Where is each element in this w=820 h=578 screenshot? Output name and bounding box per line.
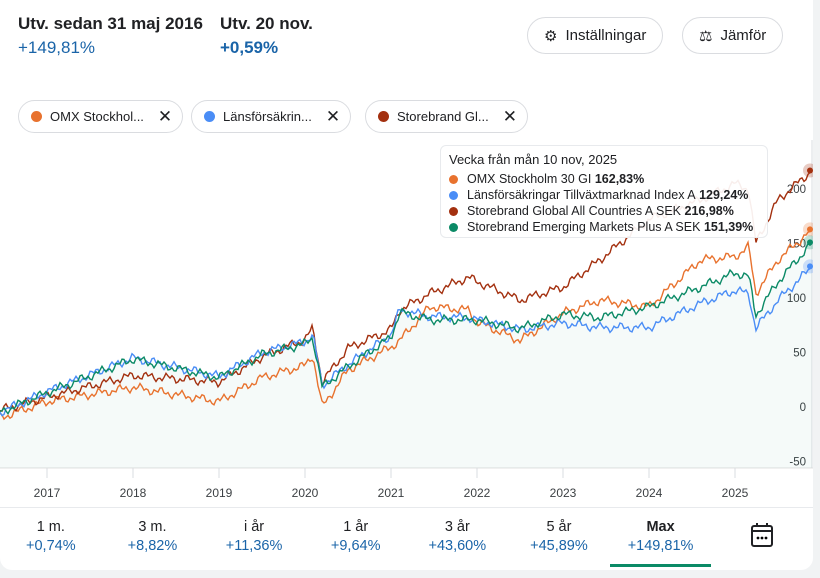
tooltip-title: Vecka från mån 10 nov, 2025 <box>449 152 618 167</box>
x-tick-label: 2019 <box>205 486 233 500</box>
range-5y[interactable]: 5 år +45,89% <box>530 519 588 554</box>
series-end-point <box>807 239 813 246</box>
gear-icon: ⚙ <box>544 27 558 45</box>
tooltip-row: Länsförsäkringar Tillväxtmarknad Index A… <box>449 187 759 203</box>
chart-card: Utv. sedan 31 maj 2016 +149,81% Utv. 20 … <box>0 0 813 570</box>
x-tick-label: 2022 <box>463 486 491 500</box>
y-tick-label: 0 <box>800 402 806 414</box>
settings-button[interactable]: ⚙ Inställningar <box>527 17 664 54</box>
y-tick-label: 50 <box>793 348 806 360</box>
area-fill <box>0 242 812 468</box>
series-end-point <box>807 263 813 270</box>
series-line-3 <box>0 242 813 416</box>
series-dot <box>378 111 389 122</box>
calendar-icon[interactable] <box>711 508 813 567</box>
tooltip-row: Storebrand Global All Countries A SEK 21… <box>449 203 759 219</box>
chip-omx[interactable]: OMX Stockhol... ✕ <box>18 100 184 133</box>
settings-label: Inställningar <box>565 27 647 44</box>
y-tick-label: -50 <box>789 457 806 469</box>
scale-icon: ⚖ <box>699 27 713 45</box>
series-line-0 <box>0 229 813 421</box>
tooltip: Vecka från mån 10 nov, 2025 OMX Stockhol… <box>440 145 768 238</box>
chip-lansforsakringar[interactable]: Länsförsäkrin... ✕ <box>191 100 352 133</box>
tooltip-row: OMX Stockholm 30 GI 162,83% <box>449 171 759 187</box>
range-3m[interactable]: 3 m. +8,82% <box>127 519 178 554</box>
range-1m[interactable]: 1 m. +0,74% <box>26 519 76 554</box>
range-3y[interactable]: 3 år +43,60% <box>428 519 487 554</box>
x-tick-label: 2020 <box>291 486 319 500</box>
chip-label: Länsförsäkrin... <box>223 109 312 124</box>
x-tick-label: 2017 <box>33 486 61 500</box>
y-tick-label: 200 <box>787 184 806 196</box>
x-tick-label: 2024 <box>635 486 663 500</box>
chip-storebrand-global[interactable]: Storebrand Gl... ✕ <box>365 100 529 133</box>
range-ytd[interactable]: i år +11,36% <box>225 519 283 554</box>
series-dot <box>31 111 42 122</box>
since-value: +149,81% <box>18 38 96 57</box>
x-tick-label: 2018 <box>119 486 147 500</box>
series-end-point <box>807 167 813 174</box>
close-icon[interactable]: ✕ <box>325 107 341 126</box>
range-selector: 1 m. +0,74% 3 m. +8,82% i år +11,36% 1 år +9… <box>0 507 813 567</box>
range-max[interactable]: Max +149,81% <box>609 508 712 567</box>
compare-button[interactable]: ⚖ Jämför <box>682 17 784 54</box>
x-tick-label: 2021 <box>377 486 405 500</box>
x-tick-label: 2025 <box>721 486 749 500</box>
chip-label: Storebrand Gl... <box>397 109 489 124</box>
range-1y[interactable]: 1 år +9,64% <box>330 519 381 554</box>
x-tick-label: 2023 <box>549 486 577 500</box>
compare-label: Jämför <box>720 27 767 44</box>
tooltip-row: Storebrand Emerging Markets Plus A SEK 1… <box>449 219 759 235</box>
chip-label: OMX Stockhol... <box>50 109 144 124</box>
series-end-point <box>807 226 813 233</box>
day-label: Utv. 20 nov. <box>220 14 313 33</box>
day-value: +0,59% <box>220 38 279 57</box>
since-label: Utv. sedan 31 maj 2016 <box>18 14 203 33</box>
series-dot <box>204 111 215 122</box>
close-icon[interactable]: ✕ <box>502 107 518 126</box>
close-icon[interactable]: ✕ <box>157 107 173 126</box>
y-tick-label: 100 <box>787 293 806 305</box>
